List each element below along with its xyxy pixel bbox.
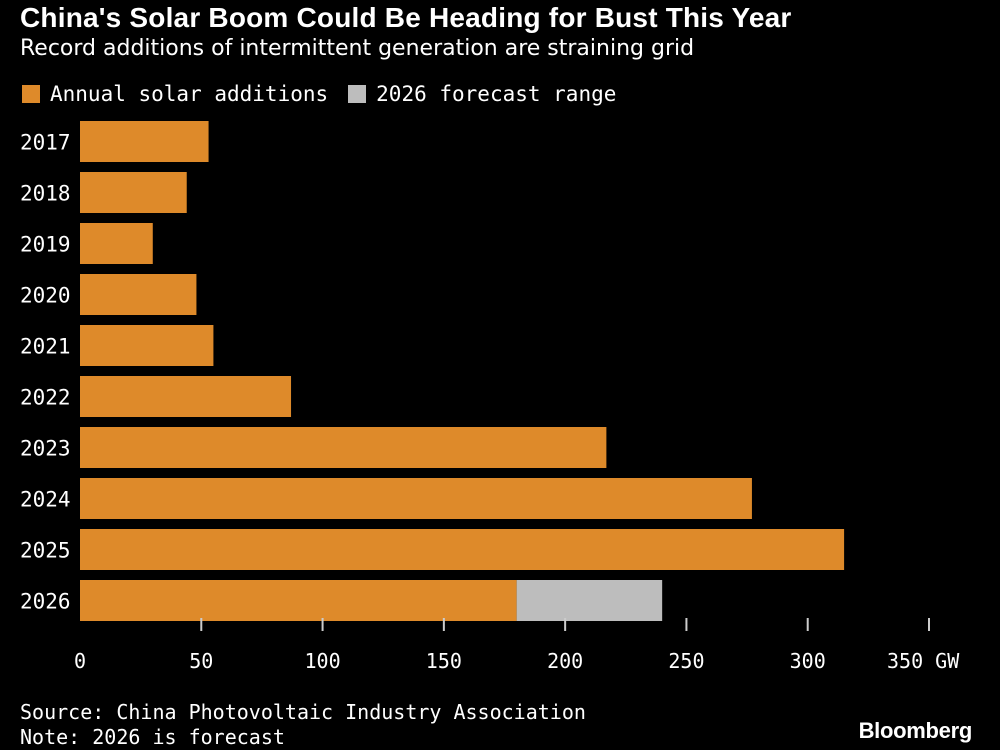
x-tick-label: 0 [74,649,86,673]
y-tick-label: 2021 [20,335,71,359]
chart-subtitle: Record additions of intermittent generat… [20,36,695,61]
x-tick-label: 250 [668,649,704,673]
x-tick-label: 200 [547,649,583,673]
legend-label-forecast: 2026 forecast range [376,82,617,106]
chart-footer: Source: China Photovoltaic Industry Asso… [20,700,586,750]
bar-annual-2020 [80,274,197,315]
legend-label-annual: Annual solar additions [50,82,329,106]
bar-annual-2023 [80,427,607,468]
x-tick-label: 50 [189,649,213,673]
forecast-note: Note: 2026 is forecast [20,725,285,749]
x-tick-label: 300 [790,649,826,673]
y-tick-label: 2019 [20,233,71,257]
x-tick-label: 150 [426,649,462,673]
bar-annual-2017 [80,121,209,162]
y-tick-label: 2025 [20,539,71,563]
bar-annual-2019 [80,223,153,264]
chart-legend: Annual solar additions 2026 forecast ran… [22,82,636,106]
legend-swatch-annual [22,85,40,103]
bar-forecast-2026 [516,580,663,621]
chart-title: China's Solar Boom Could Be Heading for … [20,2,792,33]
source-note: Source: China Photovoltaic Industry Asso… [20,700,586,724]
bloomberg-logo: Bloomberg [858,718,973,743]
bar-annual-2025 [80,529,845,570]
bar-annual-2026 [80,580,517,621]
y-tick-label: 2022 [20,386,71,410]
legend-item-annual: Annual solar additions [22,82,328,106]
y-tick-label: 2018 [20,182,71,206]
bar-annual-2021 [80,325,214,366]
bar-annual-2024 [80,478,752,519]
legend-item-forecast: 2026 forecast range [348,82,616,106]
y-tick-label: 2023 [20,437,71,461]
x-tick-label: 350 GW [887,649,960,673]
legend-swatch-forecast [348,85,367,103]
y-tick-label: 2020 [20,284,71,308]
bar-annual-2022 [80,376,292,417]
bar-annual-2018 [80,172,187,213]
y-tick-label: 2026 [20,590,71,614]
x-tick-label: 100 [305,649,341,673]
y-tick-label: 2017 [20,131,71,155]
y-tick-label: 2024 [20,488,71,512]
